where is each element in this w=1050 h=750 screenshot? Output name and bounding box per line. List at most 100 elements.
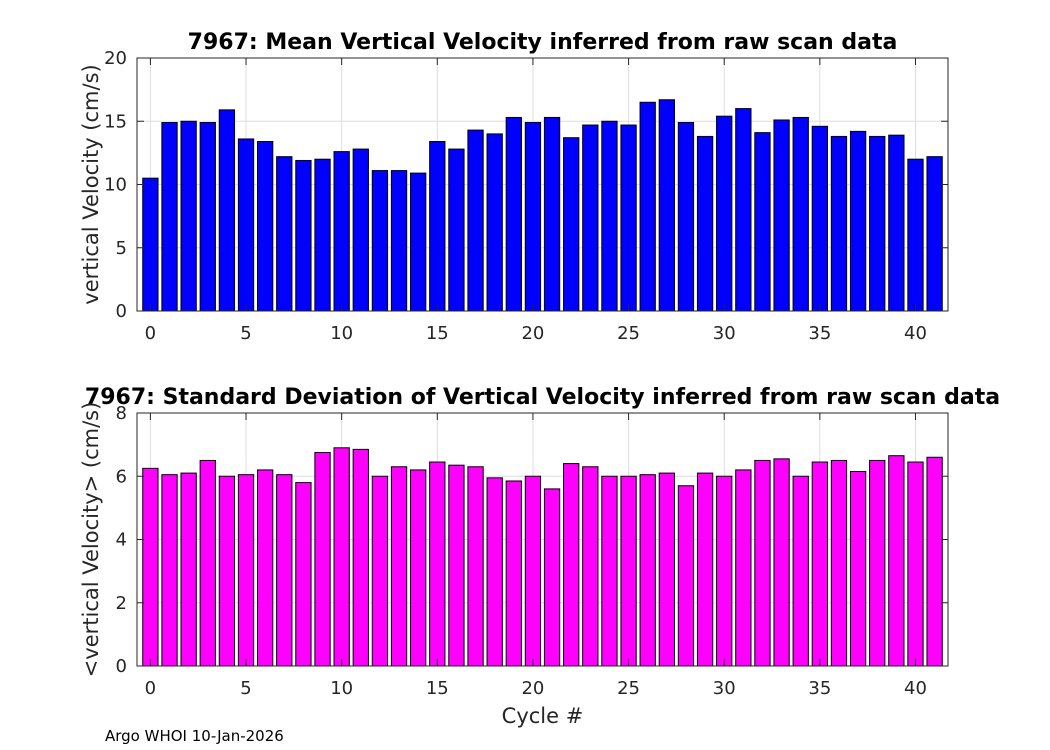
mean-velocity-xtick-label: 10 bbox=[330, 323, 353, 344]
std-velocity-bar bbox=[505, 480, 522, 667]
mean-velocity-bar bbox=[467, 129, 484, 312]
mean-velocity-bar bbox=[754, 132, 771, 312]
std-velocity-bar bbox=[888, 455, 905, 667]
std-velocity-bar bbox=[333, 447, 350, 667]
mean-velocity-ytick-label: 0 bbox=[116, 301, 127, 322]
std-velocity-bar bbox=[276, 474, 293, 667]
std-velocity-bar bbox=[199, 459, 216, 667]
std-velocity-bar bbox=[410, 469, 427, 667]
mean-velocity-xtick-label: 5 bbox=[240, 323, 251, 344]
mean-velocity-bar bbox=[677, 122, 695, 312]
mean-velocity-bar bbox=[352, 148, 369, 312]
std-velocity-bar bbox=[658, 472, 675, 667]
mean-velocity-bar bbox=[620, 124, 637, 312]
mean-velocity-bar bbox=[410, 172, 427, 312]
mean-velocity-bar bbox=[907, 158, 924, 312]
std-velocity-bar bbox=[257, 469, 274, 667]
std-velocity-bar bbox=[218, 475, 236, 667]
std-velocity-bar bbox=[142, 467, 159, 667]
std-velocity-bar bbox=[429, 461, 446, 667]
mean-velocity-bar bbox=[142, 177, 159, 312]
std-velocity-bar bbox=[486, 477, 503, 667]
mean-velocity-bar bbox=[926, 156, 943, 312]
std-velocity-ytick-label: 2 bbox=[116, 593, 127, 614]
mean-velocity-xtick-label: 0 bbox=[145, 323, 156, 344]
mean-velocity-bar bbox=[524, 122, 542, 312]
std-velocity-bar bbox=[524, 475, 542, 667]
mean-velocity-ylabel: vertical Velocity (cm/s) bbox=[79, 64, 103, 304]
std-velocity-bar bbox=[582, 466, 599, 667]
mean-velocity-ytick-label: 5 bbox=[116, 238, 127, 259]
std-velocity-panel: 0 5 10 15 20 25 30 35 40 0 2 4 6 8 7967: Standard Dev… bbox=[79, 385, 1000, 728]
std-velocity-xtick-label: 5 bbox=[240, 678, 251, 699]
mean-velocity-bar bbox=[486, 133, 503, 312]
mean-velocity-bar bbox=[696, 135, 714, 312]
mean-velocity-bar bbox=[716, 115, 733, 312]
mean-velocity-bar bbox=[429, 140, 446, 312]
mean-velocity-bar bbox=[658, 99, 675, 312]
std-velocity-xtick-label: 15 bbox=[426, 678, 449, 699]
std-velocity-xtick-label: 10 bbox=[330, 678, 353, 699]
mean-velocity-bar bbox=[773, 119, 790, 312]
mean-velocity-title: 7967: Mean Vertical Velocity inferred fr… bbox=[188, 30, 898, 55]
std-velocity-bar bbox=[161, 474, 178, 667]
std-velocity-xtick-label: 0 bbox=[145, 678, 156, 699]
std-velocity-xtick-label: 35 bbox=[808, 678, 831, 699]
mean-velocity-bar bbox=[333, 151, 350, 312]
mean-velocity-bar bbox=[199, 122, 216, 312]
std-velocity-bar bbox=[907, 461, 924, 667]
std-velocity-bar bbox=[543, 488, 561, 667]
std-velocity-bar bbox=[696, 472, 714, 667]
mean-velocity-xtick-label: 25 bbox=[617, 323, 640, 344]
std-velocity-bar bbox=[314, 452, 331, 667]
mean-velocity-bar bbox=[505, 116, 522, 312]
mean-velocity-bar bbox=[390, 170, 408, 312]
std-velocity-bar bbox=[830, 459, 848, 667]
std-velocity-bar bbox=[601, 475, 618, 667]
mean-velocity-bar bbox=[276, 156, 293, 312]
std-velocity-bar bbox=[390, 466, 408, 667]
std-velocity-ytick-label: 6 bbox=[116, 466, 127, 487]
std-velocity-bar bbox=[448, 464, 465, 667]
footer-credit: Argo WHOI 10-Jan-2026 bbox=[105, 727, 284, 745]
mean-velocity-bar bbox=[180, 120, 197, 312]
std-velocity-bar bbox=[716, 475, 733, 667]
std-velocity-bar bbox=[620, 475, 637, 667]
mean-velocity-bar bbox=[161, 122, 178, 312]
mean-velocity-bar bbox=[869, 135, 886, 312]
std-velocity-bar bbox=[180, 472, 197, 667]
std-velocity-xtick-label: 30 bbox=[713, 678, 736, 699]
mean-velocity-bar bbox=[792, 116, 809, 312]
std-velocity-ylabel: <vertical Velocity> (cm/s) bbox=[79, 402, 103, 678]
std-velocity-bar bbox=[371, 475, 389, 667]
mean-velocity-xtick-label: 40 bbox=[904, 323, 927, 344]
std-velocity-ytick-label: 0 bbox=[116, 656, 127, 677]
mean-velocity-ytick-label: 15 bbox=[104, 111, 127, 132]
mean-velocity-bar bbox=[582, 124, 599, 312]
std-velocity-ytick-label: 8 bbox=[116, 403, 127, 424]
mean-velocity-bar bbox=[257, 140, 274, 312]
std-velocity-xtick-label: 25 bbox=[617, 678, 640, 699]
std-velocity-bar bbox=[352, 448, 369, 667]
mean-velocity-bar bbox=[639, 101, 656, 312]
std-velocity-bar bbox=[735, 469, 752, 667]
std-velocity-bar bbox=[237, 474, 255, 667]
mean-velocity-xtick-label: 35 bbox=[808, 323, 831, 344]
mean-velocity-bar bbox=[371, 170, 389, 312]
mean-velocity-bar bbox=[830, 135, 848, 312]
mean-velocity-xtick-label: 15 bbox=[426, 323, 449, 344]
mean-velocity-bar bbox=[849, 130, 867, 312]
mean-velocity-panel: 0 5 10 15 20 25 30 35 40 0 5 10 15 20 7967: Mean Vert… bbox=[79, 30, 949, 344]
mean-velocity-ytick-label: 10 bbox=[104, 175, 127, 196]
mean-velocity-bar bbox=[543, 116, 561, 312]
std-velocity-bar bbox=[792, 475, 809, 667]
std-velocity-ytick-label: 4 bbox=[116, 530, 127, 551]
std-velocity-bar bbox=[773, 458, 790, 667]
mean-velocity-bar bbox=[888, 134, 905, 312]
std-velocity-bar bbox=[563, 463, 580, 667]
mean-velocity-bar bbox=[601, 120, 618, 312]
std-velocity-bar bbox=[639, 474, 656, 667]
mean-velocity-bar bbox=[448, 148, 465, 312]
std-velocity-bar bbox=[295, 482, 312, 667]
